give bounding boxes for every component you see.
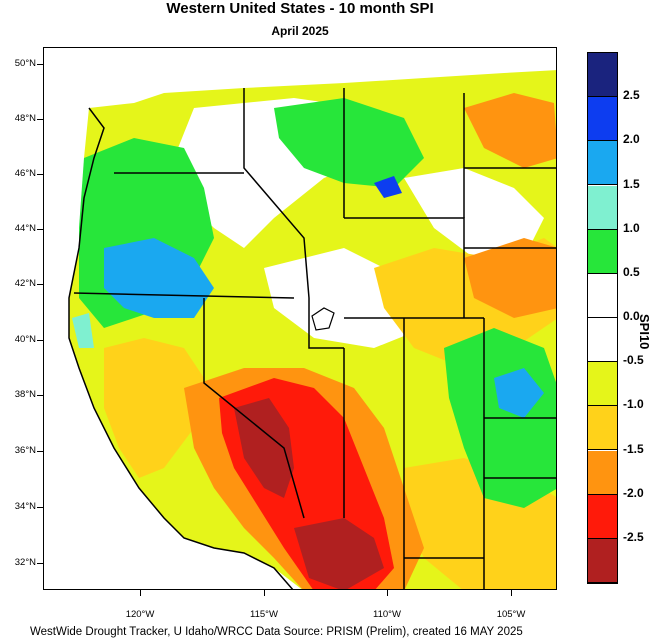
colorbar-segment — [588, 494, 617, 539]
colorbar-segment — [588, 229, 617, 274]
map-footer: WestWide Drought Tracker, U Idaho/WRCC D… — [30, 626, 523, 638]
colorbar-label: 1.0 — [623, 220, 640, 235]
lat-label-46n: 46°N — [14, 168, 36, 179]
lon-label-115w: 115°W — [250, 609, 278, 620]
colorbar-segment — [588, 185, 617, 230]
spi-map-svg — [44, 48, 556, 589]
colorbar-title: SPI10 — [637, 314, 652, 350]
colorbar-label: 2.0 — [623, 132, 640, 147]
lat-label-50n: 50°N — [14, 58, 36, 69]
lat-tick — [37, 229, 43, 230]
colorbar-segment — [588, 362, 617, 407]
very-wet-coast — [72, 313, 94, 348]
dry-west — [104, 338, 204, 478]
lat-tick — [37, 451, 43, 452]
lon-tick — [387, 590, 388, 596]
colorbar-segment — [588, 406, 617, 451]
lat-label-40n: 40°N — [14, 334, 36, 345]
lat-label-32n: 32°N — [14, 557, 36, 568]
lat-tick — [37, 563, 43, 564]
lat-tick — [37, 340, 43, 341]
state-borders — [73, 88, 556, 589]
coastline — [68, 107, 294, 589]
lat-tick — [37, 284, 43, 285]
extreme-wet-spot — [374, 176, 402, 198]
lon-label-105w: 105°W — [496, 609, 526, 620]
lon-label-120w: 120°W — [125, 609, 155, 620]
lat-label-38n: 38°N — [14, 389, 36, 400]
lon-label-110w: 110°W — [373, 609, 401, 620]
lat-label-48n: 48°N — [14, 113, 36, 124]
lat-tick — [37, 119, 43, 120]
lat-tick — [37, 174, 43, 175]
near-normal-east — [404, 168, 544, 258]
colorbar-label: 2.5 — [623, 88, 640, 103]
lat-label-44n: 44°N — [14, 223, 36, 234]
colorbar-label: 0.0 — [623, 309, 640, 323]
lon-tick — [511, 590, 512, 596]
colorbar-segment — [588, 97, 617, 142]
colorbar-label: -1.0 — [623, 397, 644, 412]
colorbar-segment — [588, 141, 617, 186]
lat-tick — [37, 507, 43, 508]
lon-tick — [264, 590, 265, 596]
map-title: Western United States - 10 month SPI — [166, 0, 434, 17]
moderate-dry-east — [464, 238, 556, 318]
lat-tick — [37, 64, 43, 65]
colorbar-label: -1.5 — [623, 441, 644, 456]
colorbar-label: -2.0 — [623, 485, 644, 500]
lat-tick — [37, 395, 43, 396]
very-wet-colorado — [494, 368, 544, 418]
lat-label-42n: 42°N — [14, 278, 36, 289]
colorbar-segment — [588, 53, 617, 98]
spi-map — [43, 47, 557, 590]
lat-label-34n: 34°N — [14, 501, 36, 512]
colorbar-segment — [588, 538, 617, 583]
moderate-dry-northeast — [464, 93, 556, 168]
colorbar-label: -0.5 — [623, 353, 644, 368]
great-salt-lake — [311, 307, 335, 331]
map-subtitle: April 2025 — [271, 24, 329, 38]
wet-northcentral — [274, 98, 424, 188]
spi-colorbar — [587, 52, 618, 584]
colorbar-label: 1.5 — [623, 176, 640, 191]
colorbar-label: 0.5 — [623, 264, 640, 279]
colorbar-label: -2.5 — [623, 529, 644, 544]
extreme-dry-south — [294, 518, 384, 589]
lat-label-36n: 36°N — [14, 445, 36, 456]
colorbar-segment — [588, 450, 617, 495]
very-wet-oregon — [104, 238, 214, 318]
colorbar-segment — [588, 273, 617, 318]
extreme-dry-core — [234, 398, 294, 498]
colorbar-segment — [588, 318, 617, 363]
lon-tick — [140, 590, 141, 596]
